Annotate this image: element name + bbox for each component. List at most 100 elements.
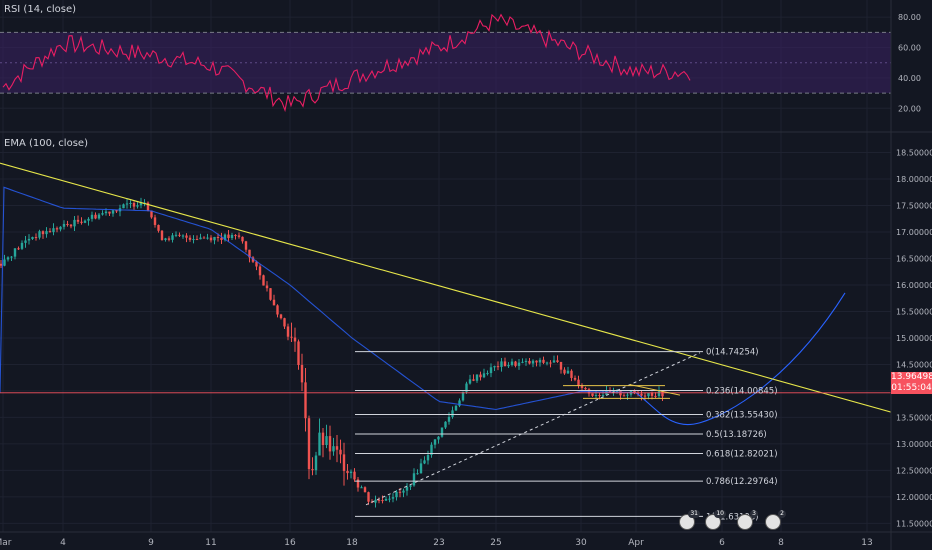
candle-body (101, 213, 104, 215)
candle-body (465, 383, 468, 392)
candle-body (41, 231, 45, 235)
candle-body (496, 366, 500, 368)
rsi-pane[interactable] (0, 13, 891, 113)
rsi-title: RSI (14, close) (4, 4, 77, 15)
candle-body (206, 237, 209, 239)
candle-body (657, 390, 661, 397)
event-count: 3 (750, 510, 758, 518)
us-flag-event-icon[interactable]: 10 (705, 510, 726, 530)
candle-body (475, 374, 479, 381)
candle-body (643, 395, 647, 397)
candle-body (76, 219, 80, 222)
candle-body (52, 228, 55, 233)
candle-body (164, 238, 167, 240)
candle-body (167, 238, 171, 240)
candle-body (388, 498, 391, 500)
candle-body (136, 205, 139, 207)
us-flag-event-icon[interactable]: 31 (679, 510, 700, 530)
candle-body (419, 463, 423, 474)
candle-body (367, 492, 370, 502)
candle-body (209, 237, 213, 241)
price-axis-background (891, 0, 932, 550)
candle-body (97, 214, 101, 219)
price-tick-label: 17.00000 (896, 228, 932, 237)
candle-body (31, 237, 34, 239)
candle-body (24, 240, 27, 243)
price-pane[interactable]: 0(14.74254) 0.236(14.00845) 0.382(13.55430… (0, 162, 892, 522)
candle-body (171, 235, 174, 240)
candle-body (332, 446, 335, 452)
price-tick-label: 12.50000 (896, 466, 932, 475)
candle-body (559, 361, 563, 370)
candle-body (255, 261, 258, 267)
candle-body (570, 370, 573, 378)
candle-body (433, 439, 437, 445)
candle-body (248, 249, 251, 258)
candle-body (3, 259, 6, 266)
us-flag-event-icon[interactable]: 2 (765, 510, 786, 530)
candle-body (80, 221, 83, 223)
candle-body (489, 367, 493, 374)
candle-body (349, 471, 353, 474)
candle-body (139, 202, 143, 206)
candle-body (185, 235, 188, 238)
candle-body (650, 392, 654, 396)
candle-body (276, 305, 279, 315)
ema-line (0, 186, 637, 411)
candle-body (293, 337, 297, 342)
fib-level-label: 0.382(13.55430) (706, 411, 778, 421)
candle-body (521, 361, 524, 363)
candle-body (615, 390, 619, 392)
price-tick-label: 15.00000 (896, 334, 932, 343)
candle-body (437, 436, 440, 440)
candle-body (482, 373, 486, 378)
candle-body (458, 400, 461, 406)
candle-body (591, 393, 594, 396)
candle-body (454, 405, 458, 411)
candle-body (573, 377, 577, 380)
current-price-badge: 13.96498 (891, 372, 932, 383)
candle-body (199, 237, 202, 240)
candle-body (0, 263, 3, 266)
candle-body (10, 256, 13, 258)
candle-body (472, 379, 475, 381)
candle-body (444, 421, 447, 428)
price-tick-label: 12.00000 (896, 493, 932, 502)
candle-body (381, 500, 384, 502)
candle-body (412, 473, 416, 486)
candle-body (528, 360, 531, 364)
candle-body (304, 382, 307, 419)
candle-body (244, 241, 248, 250)
earnings-event-icon[interactable]: 3 (737, 510, 758, 530)
candle-body (601, 395, 605, 397)
candle-body (38, 231, 41, 238)
candle-body (430, 444, 433, 456)
candle-body (524, 360, 528, 362)
candle-body (661, 390, 664, 397)
candle-body (328, 436, 332, 452)
candle-body (416, 473, 419, 475)
candle-body (129, 203, 132, 205)
candle-body (517, 362, 521, 366)
price-tick-label: 18.00000 (896, 175, 932, 184)
time-tick-label: 4 (60, 538, 66, 548)
time-tick-label: 18 (346, 538, 358, 548)
time-tick-label: 13 (861, 538, 872, 548)
candle-body (545, 362, 549, 364)
fib-level-label: 0(14.74254) (706, 348, 759, 358)
candle-body (307, 418, 311, 470)
candle-body (153, 217, 157, 225)
price-tick-label: 15.50000 (896, 307, 932, 316)
fib-level-label: 0.236(14.00845) (706, 386, 778, 396)
candle-body (220, 237, 223, 240)
candle-body (108, 211, 111, 214)
candle-body (115, 210, 118, 212)
descending-trendline (0, 162, 892, 413)
candle-body (13, 248, 17, 257)
price-tick-label: 14.50000 (896, 360, 932, 369)
fib-level-label: 1(11.63198) (706, 512, 759, 522)
candle-body (258, 266, 262, 276)
candle-body (451, 410, 454, 417)
rising-support-line (365, 352, 701, 506)
